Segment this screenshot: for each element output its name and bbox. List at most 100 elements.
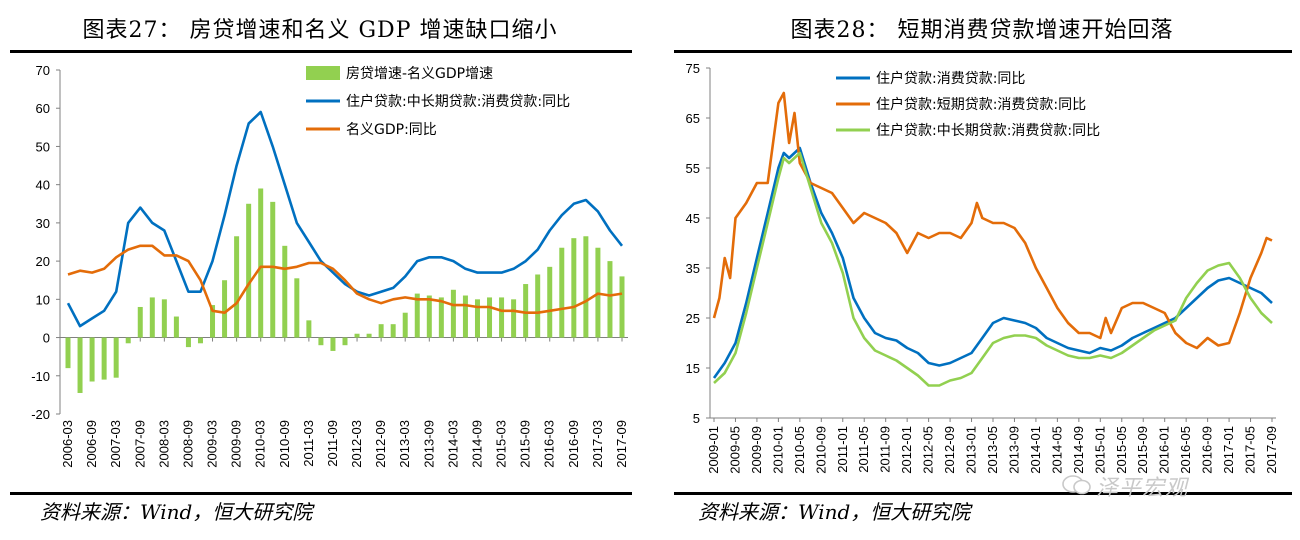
x-tick-label: 2011-09 xyxy=(325,420,340,467)
source-note: 资料来源：Wind，恒大研究院 xyxy=(40,500,313,524)
legend: 住户贷款:消费贷款:同比住户贷款:短期贷款:消费贷款:同比住户贷款:中长期贷款:… xyxy=(836,70,1100,139)
left-panel: 图表27： 房贷增速和名义 GDP 增速缺口缩小 -20 -10 0 10 20 30 40… xyxy=(0,0,640,540)
watermark: 泽平宏观 xyxy=(1096,476,1189,501)
source-rule xyxy=(674,492,1292,495)
x-tick-label: 2007-09 xyxy=(132,420,147,468)
series-line xyxy=(713,151,1273,387)
x-tick-label: 2011-03 xyxy=(301,420,316,467)
bar xyxy=(173,316,179,338)
x-tick-label: 2011-01 xyxy=(835,426,850,473)
x-tick-label: 2017-05 xyxy=(1243,426,1258,474)
bar xyxy=(487,297,493,338)
x-tick-label: 2014-05 xyxy=(1049,426,1064,474)
x-tick-label: 2015-09 xyxy=(1135,426,1150,474)
bar xyxy=(222,280,228,338)
bar xyxy=(113,337,119,378)
chart-title: 图表28： 短期消费贷款增速开始回落 xyxy=(790,18,1174,43)
x-tick-label: 2017-01 xyxy=(1221,426,1236,474)
x-tick-label: 2010-09 xyxy=(813,426,828,474)
x-tick-label: 2011-09 xyxy=(878,426,893,473)
x-tick-label: 2014-09 xyxy=(1071,426,1086,474)
bar xyxy=(499,297,505,338)
title-rule xyxy=(674,50,1292,53)
bar xyxy=(414,293,420,338)
y-tick-label: 5 xyxy=(693,411,700,426)
y-tick-label: 10 xyxy=(36,292,50,307)
series-line xyxy=(66,110,624,328)
bar xyxy=(462,295,468,338)
bar xyxy=(511,299,517,338)
bar xyxy=(282,245,288,338)
bar xyxy=(125,337,131,344)
x-tick-label: 2008-03 xyxy=(156,420,171,468)
x-tick-label: 2006-09 xyxy=(84,420,99,468)
y-tick-label: 20 xyxy=(36,254,50,269)
bar xyxy=(450,289,456,338)
x-tick-label: 2012-01 xyxy=(899,426,914,474)
bar xyxy=(402,312,408,338)
title-rule xyxy=(10,50,632,53)
x-tick-label: 2008-09 xyxy=(180,420,195,468)
bar xyxy=(535,274,541,338)
y-tick-label: 25 xyxy=(686,311,700,326)
legend-label: 名义GDP:同比 xyxy=(346,122,437,138)
x-tick-label: 2013-09 xyxy=(1006,426,1021,474)
x-tick-label: 2016-09 xyxy=(566,420,581,468)
chart-right: 5 15 25 35 45 55 65 75 2009-01 2009-05 2009-09 2010… xyxy=(686,61,1279,474)
bar xyxy=(619,276,625,338)
y-tick-label: 30 xyxy=(36,216,50,231)
bar xyxy=(390,324,396,338)
bar xyxy=(607,261,613,338)
x-tick-label: 2010-03 xyxy=(253,420,268,468)
bar xyxy=(378,324,384,338)
right-panel: 图表28： 短期消费贷款增速开始回落 5 15 25 35 45 55 65 75 2009-0… xyxy=(664,0,1300,540)
x-tick-label: 2013-01 xyxy=(964,426,979,474)
x-tick-label: 2011-05 xyxy=(856,426,871,473)
x-tick-label: 2009-01 xyxy=(706,426,721,474)
legend-label: 住户贷款:中长期贷款:消费贷款:同比 xyxy=(876,122,1100,139)
bar xyxy=(234,236,240,338)
legend-label: 住户贷款:中长期贷款:消费贷款:同比 xyxy=(346,93,570,110)
bar xyxy=(330,337,336,351)
y-tick-label: -10 xyxy=(31,369,50,384)
x-tick-label: 2009-03 xyxy=(205,420,220,468)
source-note: 资料来源：Wind，恒大研究院 xyxy=(698,500,971,524)
x-tick-label: 2007-03 xyxy=(108,420,123,468)
x-tick-label: 2014-03 xyxy=(445,420,460,468)
bar xyxy=(342,337,348,346)
bar xyxy=(438,297,444,338)
x-tick-label: 2013-03 xyxy=(397,420,412,468)
x-tick-label: 2010-01 xyxy=(770,426,785,474)
bar xyxy=(474,299,480,338)
x-tick-label: 2013-05 xyxy=(985,426,1000,474)
x-tick-label: 2010-05 xyxy=(792,426,807,474)
y-tick-label: 45 xyxy=(686,211,700,226)
bar xyxy=(294,278,300,338)
y-tick-label: 55 xyxy=(686,161,700,176)
y-tick-label: 15 xyxy=(686,361,700,376)
bar xyxy=(77,337,83,393)
x-tick-label: 2014-01 xyxy=(1028,426,1043,474)
bar xyxy=(559,247,565,338)
x-tick-label: 2009-05 xyxy=(727,426,742,474)
bar xyxy=(197,337,203,344)
x-tick-label: 2016-09 xyxy=(1200,426,1215,474)
x-tick-label: 2015-01 xyxy=(1092,426,1107,474)
bar xyxy=(571,238,577,338)
y-tick-label: 40 xyxy=(36,178,50,193)
bar xyxy=(258,188,264,338)
x-tick-label: 2012-09 xyxy=(373,420,388,468)
wechat-icon xyxy=(1062,475,1091,495)
y-tick-label: 65 xyxy=(686,111,700,126)
x-tick-label: 2017-09 xyxy=(614,420,629,468)
x-tick-label: 2009-09 xyxy=(749,426,764,474)
y-tick-label: 35 xyxy=(686,261,700,276)
series-line xyxy=(712,91,1273,350)
bar xyxy=(101,337,107,380)
legend-label: 住户贷款:短期贷款:消费贷款:同比 xyxy=(876,96,1086,113)
y-tick-label: -20 xyxy=(31,407,50,422)
y-tick-label: 0 xyxy=(43,331,50,346)
chart-title: 图表27： 房贷增速和名义 GDP 增速缺口缩小 xyxy=(82,18,558,43)
x-tick-label: 2013-09 xyxy=(421,420,436,468)
